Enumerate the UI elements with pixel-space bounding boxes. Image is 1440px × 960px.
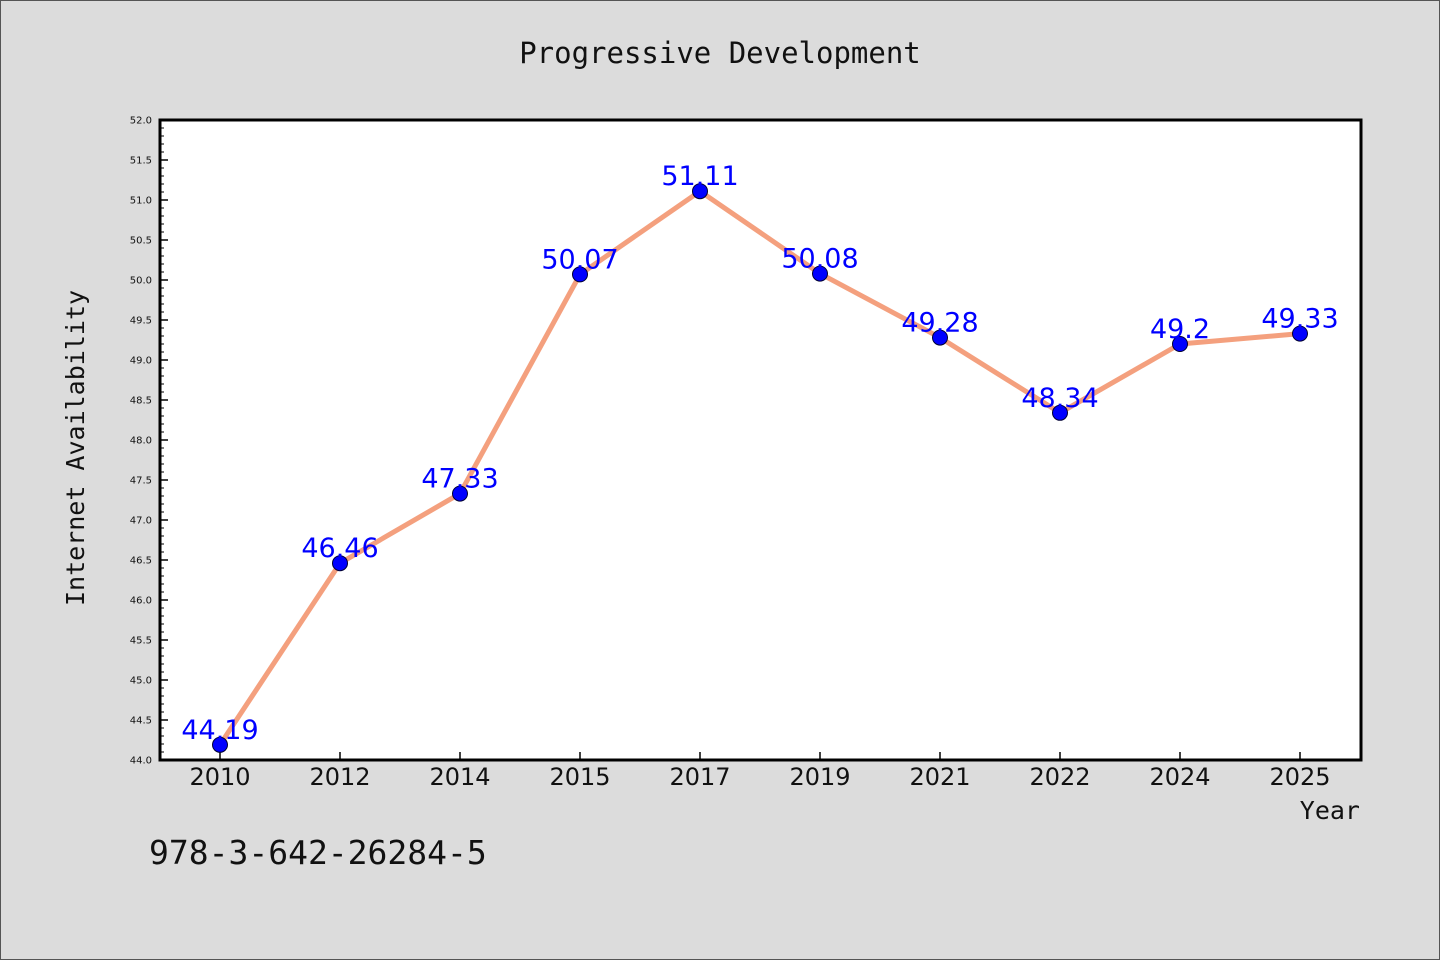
- data-point-marker: [1292, 325, 1308, 342]
- y-axis-label: Internet Availability: [61, 290, 90, 606]
- data-label: 50.08: [781, 244, 858, 275]
- x-tick-label: 2014: [429, 763, 490, 791]
- y-tick-label: 46.5: [130, 556, 152, 567]
- x-axis-ticks: 2010 2012 2014 2015 2017 2019 2021 2022 2024 2025: [189, 752, 1331, 791]
- data-label: 51.11: [661, 161, 738, 192]
- data-label: 50.07: [541, 244, 618, 275]
- y-tick-label: 48.0: [130, 436, 152, 447]
- y-tick-label: 48.5: [130, 396, 152, 407]
- y-tick-label: 45.5: [130, 636, 152, 647]
- data-label: 48.34: [1021, 383, 1098, 414]
- data-point-marker: [1052, 404, 1068, 421]
- y-tick-label: 51.5: [130, 156, 152, 167]
- x-tick-label: 2015: [549, 763, 610, 791]
- footer-code: 978-3-642-26284-5: [149, 833, 487, 872]
- data-label: 46.46: [301, 533, 378, 564]
- x-tick-label: 2012: [309, 763, 370, 791]
- chart-title: Progressive Development: [519, 36, 921, 70]
- series-line: [217, 188, 1301, 747]
- data-label: 49.28: [901, 308, 978, 339]
- y-minor-ticks: [160, 127, 164, 753]
- y-tick-label: 52.0: [130, 116, 152, 127]
- y-tick-label: 47.0: [130, 516, 152, 527]
- y-tick-label: 50.0: [130, 276, 152, 287]
- data-label: 49.2: [1150, 314, 1210, 345]
- data-point-marker: [212, 736, 228, 753]
- data-label: 49.33: [1261, 304, 1338, 335]
- data-point-marker: [812, 265, 828, 282]
- x-tick-label: 2019: [789, 763, 850, 791]
- x-tick-label: 2010: [189, 763, 250, 791]
- data-point-marker: [1172, 336, 1188, 352]
- plot-area: [158, 118, 1363, 762]
- data-point-marker: [932, 329, 948, 346]
- data-point-marker: [692, 183, 708, 200]
- y-tick-label: 47.5: [130, 476, 152, 487]
- y-tick-label: 44.0: [130, 756, 152, 767]
- y-tick-label: 51.0: [130, 196, 152, 207]
- series-markers: [212, 183, 1308, 753]
- x-axis-label: Year: [1300, 796, 1360, 825]
- y-tick-label: 49.5: [130, 316, 152, 327]
- x-tick-label: 2022: [1029, 763, 1090, 791]
- data-point-marker: [572, 266, 588, 283]
- data-point-marker: [332, 555, 348, 572]
- y-axis-ticks: 44.0 44.5 45.0 45.5 46.0 46.5 47.0 47.5 48.0 48.5…: [130, 116, 168, 767]
- data-label: 44.19: [181, 715, 258, 746]
- data-point-marker: [452, 485, 468, 502]
- y-tick-label: 44.5: [130, 716, 152, 727]
- y-tick-label: 46.0: [130, 596, 152, 607]
- x-tick-label: 2021: [909, 763, 970, 791]
- y-tick-label: 50.5: [130, 236, 152, 247]
- y-tick-label: 45.0: [130, 676, 152, 687]
- data-labels: 44.19 46.46 47.33 50.07 51.11 50.08 49.28 48.34…: [181, 161, 1338, 746]
- data-label: 47.33: [421, 464, 498, 495]
- x-tick-label: 2025: [1269, 763, 1330, 791]
- x-tick-label: 2024: [1149, 763, 1210, 791]
- y-tick-label: 49.0: [130, 356, 152, 367]
- x-tick-label: 2017: [669, 763, 730, 791]
